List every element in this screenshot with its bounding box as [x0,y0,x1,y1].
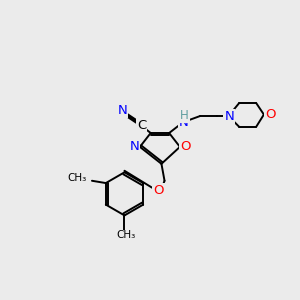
Text: CH₃: CH₃ [116,230,136,240]
Text: N: N [130,140,140,153]
Text: O: O [180,140,190,153]
Text: N: N [117,104,127,117]
Text: N: N [224,110,234,123]
Text: C: C [137,119,146,132]
Text: N: N [179,116,189,129]
Text: H: H [179,109,188,122]
Text: O: O [153,184,164,197]
Text: O: O [265,108,275,121]
Text: CH₃: CH₃ [67,173,87,183]
